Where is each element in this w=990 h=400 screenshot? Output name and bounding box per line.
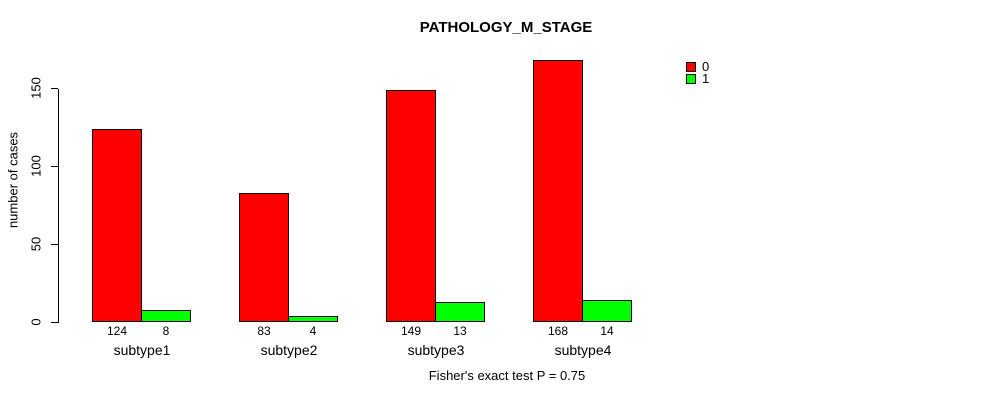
y-tick-label: 0: [28, 318, 44, 326]
legend-entry-1: 1: [686, 71, 710, 86]
bar-value-label: 124: [106, 324, 128, 338]
bar-value-label: 83: [257, 324, 271, 338]
y-tick-label: 100: [28, 155, 44, 177]
bar-value-label: 4: [309, 324, 317, 338]
legend-label-0: 0: [702, 59, 710, 74]
bar-0-subtype4: [533, 60, 583, 322]
bar-value-label: 8: [162, 324, 170, 338]
bar-value-label: 13: [453, 324, 467, 338]
chart-title: PATHOLOGY_M_STAGE: [419, 19, 593, 36]
bar-value-label: 149: [400, 324, 422, 338]
y-tick-mark: [51, 88, 58, 89]
legend-swatch-1-icon: [686, 73, 696, 84]
x-category-label: subtype2: [260, 342, 318, 358]
x-category-label: subtype1: [113, 342, 171, 358]
y-tick-label: 150: [28, 77, 44, 99]
bar-1-subtype3: [435, 302, 485, 322]
y-tick-label: 50: [28, 236, 44, 252]
y-tick-mark: [51, 166, 58, 167]
legend-entry-0: 0: [686, 59, 710, 74]
bar-value-label: 14: [600, 324, 614, 338]
y-tick-mark: [51, 244, 58, 245]
y-axis-line: [58, 89, 59, 323]
bar-value-label: 168: [547, 324, 569, 338]
legend-label-1: 1: [702, 71, 710, 86]
bar-0-subtype3: [386, 90, 436, 322]
stat-caption: Fisher's exact test P = 0.75: [428, 368, 586, 383]
x-category-label: subtype4: [554, 342, 612, 358]
bar-0-subtype2: [239, 193, 289, 322]
legend: 0 1: [686, 59, 710, 86]
y-tick-mark: [51, 322, 58, 323]
y-axis-label: number of cases: [5, 131, 21, 229]
bar-1-subtype1: [141, 310, 191, 322]
x-category-label: subtype3: [407, 342, 465, 358]
bar-1-subtype4: [582, 300, 632, 322]
bar-1-subtype2: [288, 316, 338, 322]
legend-swatch-0-icon: [686, 61, 696, 72]
bar-0-subtype1: [92, 129, 142, 322]
